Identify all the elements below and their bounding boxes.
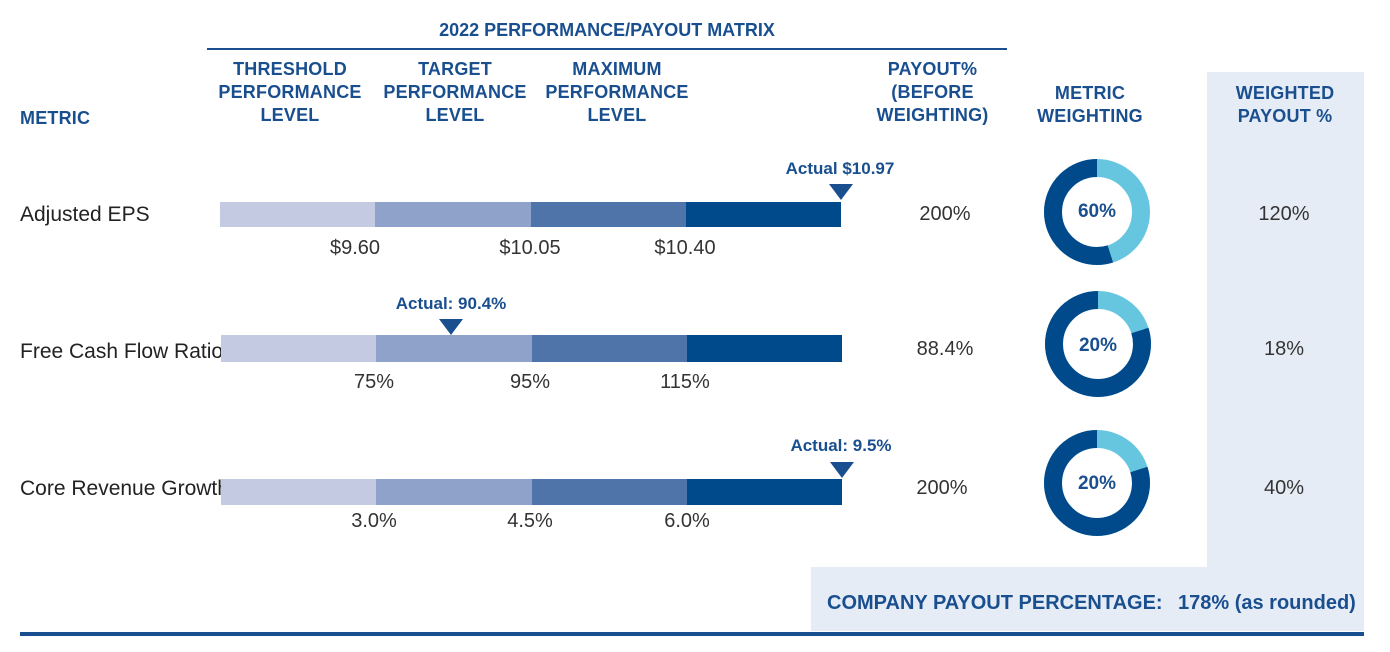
bar-segment-threshold-target [376,335,532,362]
payout-value: 200% [919,203,971,225]
tick-label-threshold: 75% [353,371,395,393]
actual-marker [829,184,853,200]
matrix-title: 2022 PERFORMANCE/PAYOUT MATRIX [439,20,775,40]
metric-label: Free Cash Flow Ratio [20,340,224,363]
bar-segment-below-threshold [221,479,377,505]
performance-bar [220,202,841,227]
bar-segment-target-maximum [531,479,687,505]
weighting-label: 20% [1078,335,1118,356]
bar-segment-above-maximum [685,202,841,227]
weighting-donut [1044,430,1150,536]
donut-arc [1044,430,1150,536]
bar-segment-above-maximum [686,335,842,362]
tick-label-threshold: $9.60 [329,237,381,259]
weighted-payout-column-bg [1207,72,1364,569]
company-payout-label: COMPANY PAYOUT PERCENTAGE: [827,592,1163,614]
weighting-label: 20% [1077,473,1117,494]
header-target: TARGET PERFORMANCE LEVEL [383,59,527,125]
tick-label-target: 4.5% [507,510,553,532]
header-maximum: MAXIMUM PERFORMANCE LEVEL [545,59,689,125]
tick-label-target: $10.05 [499,237,561,259]
bar-segment-target-maximum [531,335,687,362]
performance-bar [221,479,842,505]
bar-segment-above-maximum [686,479,842,505]
actual-label: Actual $10.97 [785,159,895,178]
tick-label-maximum: 6.0% [664,510,710,532]
weighted-payout-value: 120% [1258,203,1310,225]
weighting-donut [1044,159,1150,265]
actual-label: Actual: 90.4% [395,294,507,313]
bottom-rule [20,632,1364,636]
matrix-title-rule [207,48,1007,50]
metric-label: Core Revenue Growth [20,477,229,500]
tick-label-target: 95% [509,371,551,393]
actual-label: Actual: 9.5% [790,436,892,455]
bar-segment-target-maximum [530,202,686,227]
actual-marker [439,319,463,335]
metric-label: Adjusted EPS [20,203,150,226]
bar-segment-below-threshold [220,202,376,227]
weighted-payout-value: 18% [1263,338,1305,360]
header-weighting: METRIC WEIGHTING [1037,83,1143,126]
actual-marker [830,462,854,478]
company-payout-value: 178% (as rounded) [1178,592,1356,614]
tick-label-maximum: $10.40 [654,237,716,259]
header-payout: PAYOUT% (BEFORE WEIGHTING) [876,59,989,125]
bar-segment-threshold-target [376,479,532,505]
tick-label-threshold: 3.0% [351,510,397,532]
bar-segment-threshold-target [375,202,531,227]
payout-value: 200% [916,477,968,499]
weighting-label: 60% [1077,201,1117,222]
donut-arc [1044,159,1150,265]
weighting-donut [1045,291,1151,397]
header-metric: METRIC [20,108,91,128]
weighted-payout-value: 40% [1263,477,1305,499]
payout-value: 88.4% [916,338,974,360]
tick-label-maximum: 115% [660,371,710,393]
company-payout-bg [811,567,1364,631]
performance-bar [221,335,842,362]
bar-segment-below-threshold [221,335,377,362]
header-threshold: THRESHOLD PERFORMANCE LEVEL [218,59,362,125]
donut-arc [1045,291,1151,397]
header-weighted-payout: WEIGHTED PAYOUT % [1235,83,1335,126]
